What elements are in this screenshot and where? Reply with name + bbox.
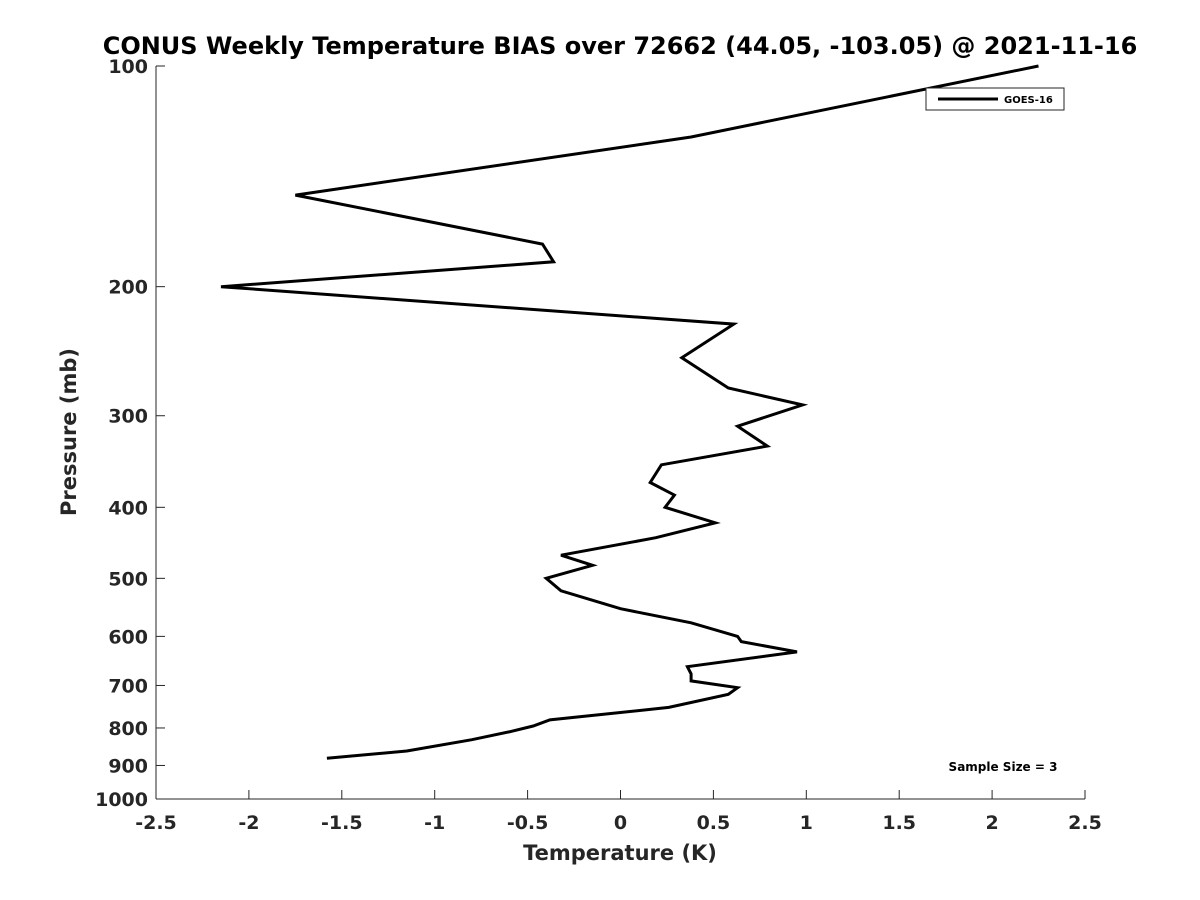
x-tick-label: -0.5	[507, 812, 549, 834]
axes-group: -2.5 -2 -1.5 -1 -0.5 0 0.5 1 1.5 2 2.5 100 200 300 400…	[95, 56, 1102, 834]
x-tick-label: 1	[800, 812, 813, 834]
x-tick-label: -1	[424, 812, 445, 834]
y-tick-label: 700	[108, 675, 148, 697]
x-tick-label: 0	[614, 812, 627, 834]
y-tick-label: 800	[108, 718, 148, 740]
sample-size-annotation: Sample Size = 3	[949, 760, 1058, 774]
x-tick-label: -2.5	[135, 812, 177, 834]
y-tick-label: 900	[108, 755, 148, 777]
x-tick-label: 2	[985, 812, 998, 834]
x-tick-label: -1.5	[321, 812, 363, 834]
x-tick-label: 0.5	[697, 812, 731, 834]
x-tick-label: 1.5	[882, 812, 916, 834]
y-tick-label: 200	[108, 277, 148, 299]
y-tick-label: 1000	[95, 789, 148, 811]
y-tick-label: 500	[108, 568, 148, 590]
series-layer	[220, 64, 1039, 760]
legend: GOES-16	[925, 87, 1065, 111]
series-line-goes-16	[220, 64, 1039, 760]
y-tick-label: 600	[108, 626, 148, 648]
y-tick-label: 300	[108, 406, 148, 428]
x-axis-label: Temperature (K)	[523, 841, 717, 865]
y-tick-label: 400	[108, 497, 148, 519]
y-tick-label: 100	[108, 56, 148, 78]
x-tick-label: -2	[238, 812, 259, 834]
x-tick-label: 2.5	[1068, 812, 1102, 834]
y-axis-label: Pressure (mb)	[57, 348, 81, 516]
chart-title: CONUS Weekly Temperature BIAS over 72662…	[103, 32, 1138, 60]
legend-label-goes-16: GOES-16	[1004, 95, 1053, 106]
